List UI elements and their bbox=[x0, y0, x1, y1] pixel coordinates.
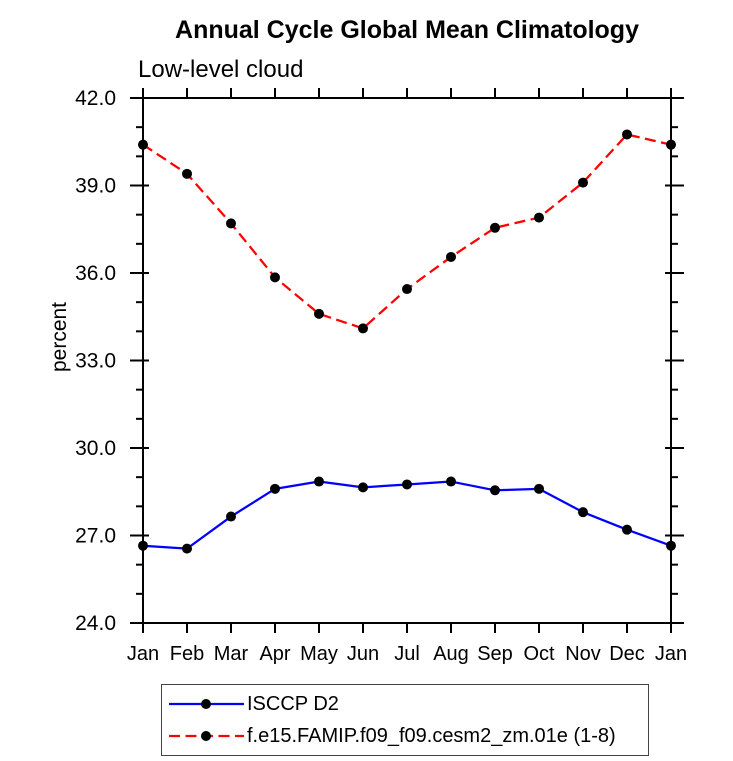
data-point bbox=[446, 476, 456, 487]
legend-marker-dot-icon bbox=[201, 731, 211, 741]
legend-item-isccp-d2: ISCCP D2 bbox=[168, 688, 648, 720]
x-tick-label: Jun bbox=[347, 643, 379, 665]
data-point bbox=[490, 222, 500, 233]
x-tick-label: Aug bbox=[433, 643, 469, 665]
y-tick-label: 24.0 bbox=[75, 612, 116, 635]
data-point bbox=[534, 483, 544, 494]
y-tick-label: 33.0 bbox=[75, 350, 116, 373]
data-point bbox=[270, 272, 280, 283]
x-tick-label: Sep bbox=[477, 643, 513, 665]
plot-area: 24.0 27.0 30.0 33.0 36.0 39.0 42.0 Jan Feb Mar Apr… bbox=[75, 87, 687, 665]
data-point bbox=[314, 308, 324, 319]
data-point bbox=[138, 139, 148, 150]
data-point bbox=[490, 485, 500, 496]
data-point bbox=[182, 543, 192, 554]
y-tick-label: 42.0 bbox=[75, 87, 116, 110]
data-point bbox=[402, 479, 412, 490]
y-tick-label: 36.0 bbox=[75, 262, 116, 285]
x-tick-label: Oct bbox=[523, 643, 555, 665]
y-tick-label: 27.0 bbox=[75, 525, 116, 548]
x-tick-label: May bbox=[300, 643, 338, 665]
data-point bbox=[578, 177, 588, 188]
data-point bbox=[182, 168, 192, 179]
data-point bbox=[446, 251, 456, 262]
legend: ISCCP D2 f.e15.FAMIP.f09_f09.cesm2_zm.01… bbox=[161, 684, 649, 756]
data-point bbox=[666, 540, 676, 551]
data-point bbox=[138, 540, 148, 551]
legend-dashed-line-sample bbox=[169, 731, 244, 741]
data-point bbox=[402, 284, 412, 295]
legend-label-isccp-d2: ISCCP D2 bbox=[247, 692, 339, 715]
series-line bbox=[142, 480, 672, 550]
series-line bbox=[142, 133, 672, 330]
x-tick-label: Mar bbox=[214, 643, 249, 665]
x-tick-label: Jan bbox=[655, 643, 687, 665]
legend-solid-line-sample bbox=[169, 699, 244, 709]
data-point bbox=[534, 212, 544, 223]
x-tick-label: Nov bbox=[565, 643, 601, 665]
data-point bbox=[578, 507, 588, 518]
y-tick-label: 39.0 bbox=[75, 175, 116, 198]
legend-marker-dot-icon bbox=[201, 699, 211, 709]
legend-label-model-run: f.e15.FAMIP.f09_f09.cesm2_zm.01e (1-8) bbox=[247, 724, 616, 747]
data-point bbox=[622, 524, 632, 535]
chart-subtitle: Low-level cloud bbox=[138, 56, 304, 83]
legend-item-model-run: f.e15.FAMIP.f09_f09.cesm2_zm.01e (1-8) bbox=[168, 720, 648, 752]
data-point bbox=[358, 323, 368, 334]
data-point bbox=[226, 511, 236, 522]
x-tick-label: Jul bbox=[394, 643, 420, 665]
data-point bbox=[358, 482, 368, 493]
data-point bbox=[270, 483, 280, 494]
plot-frame bbox=[142, 97, 672, 624]
x-tick-label: Jan bbox=[127, 643, 159, 665]
chart-title: Annual Cycle Global Mean Climatology bbox=[175, 16, 639, 44]
data-point bbox=[226, 218, 236, 229]
y-tick-label: 30.0 bbox=[75, 437, 116, 460]
x-tick-label: Dec bbox=[609, 643, 645, 665]
data-point bbox=[314, 476, 324, 487]
data-point bbox=[622, 129, 632, 140]
x-tick-label: Feb bbox=[170, 643, 204, 665]
x-tick-label: Apr bbox=[259, 643, 290, 665]
data-point bbox=[666, 139, 676, 150]
